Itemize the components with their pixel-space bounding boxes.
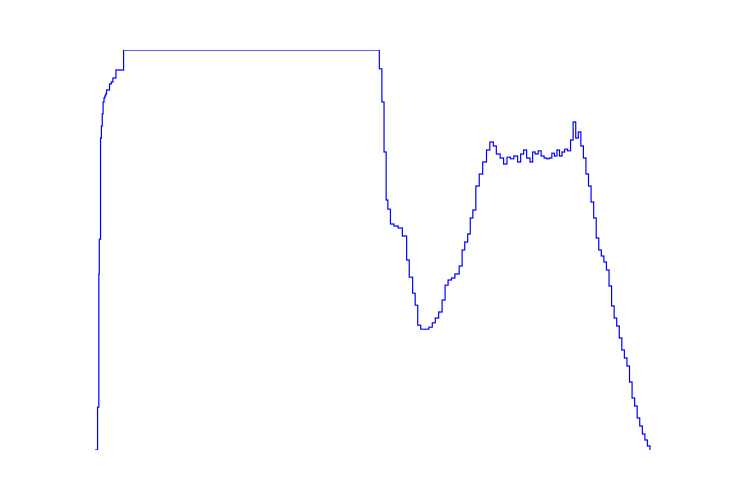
series-line-0 xyxy=(95,50,651,450)
series-layer xyxy=(95,50,651,450)
